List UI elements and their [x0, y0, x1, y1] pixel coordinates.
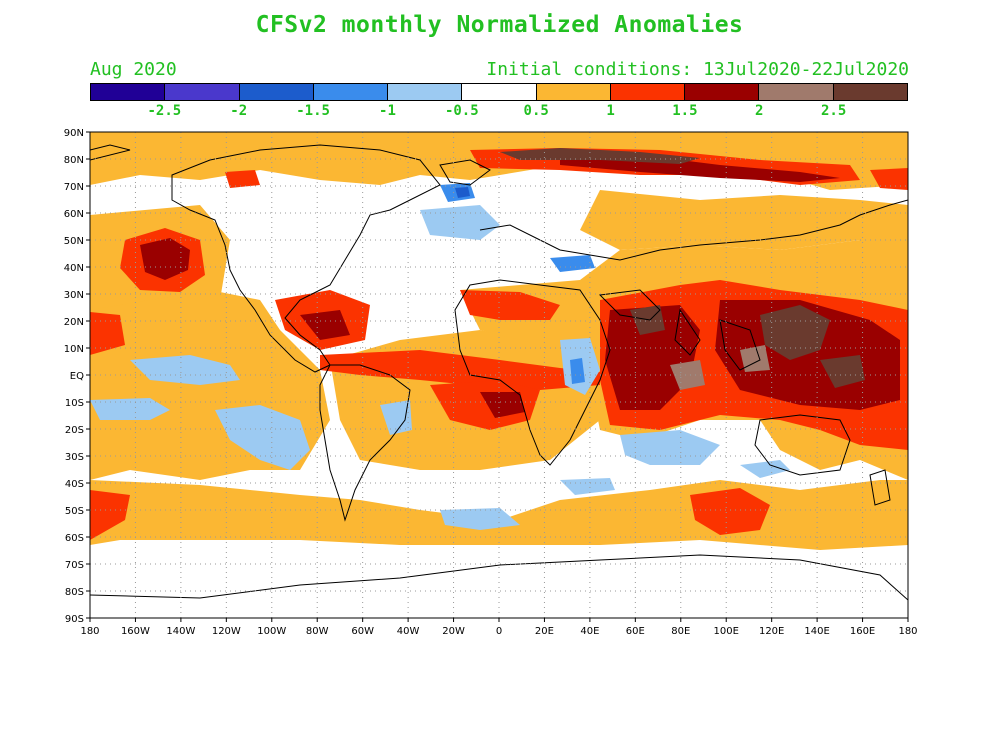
colorbar-labels: -2.5 -2 -1.5 -1 -0.5 0.5 1 1.5 2 2.5: [90, 103, 908, 121]
lon-label: 160W: [121, 626, 150, 637]
lat-label: 70N: [64, 182, 84, 193]
colorbar-cell: [313, 84, 389, 100]
lon-label: 140E: [804, 626, 829, 637]
colorbar-tick-label: 1.5: [672, 103, 698, 119]
colorbar-cell: [462, 84, 537, 100]
lat-label: 80S: [65, 587, 84, 598]
lon-label: 100W: [257, 626, 286, 637]
lon-label: 20W: [442, 626, 465, 637]
lon-label: 20E: [535, 626, 554, 637]
colorbar-tick-label: -2.5: [147, 103, 182, 119]
initial-conditions: Initial conditions: 13Jul2020-22Jul2020: [486, 59, 909, 80]
lon-label: 60E: [626, 626, 645, 637]
colorbar-cell: [165, 84, 240, 100]
lat-label: 40S: [65, 479, 84, 490]
colorbar-tick-label: 2.5: [820, 103, 847, 119]
lon-label: 180: [80, 626, 99, 637]
colorbar-cell: [685, 84, 760, 100]
lat-label: 60N: [64, 209, 84, 220]
gridlines: [90, 132, 908, 618]
lon-label: 40W: [397, 626, 420, 637]
colorbar-tick-label: -1: [379, 103, 396, 119]
colorbar-cell: [610, 84, 686, 100]
lat-label: EQ: [70, 371, 84, 382]
lon-label: 160E: [850, 626, 875, 637]
lat-label: 60S: [65, 533, 84, 544]
extreme-warm-regions: [500, 148, 865, 388]
lat-label: 30N: [64, 290, 84, 301]
colorbar-tick-label: 0.5: [523, 103, 549, 119]
lon-label: 100E: [714, 626, 739, 637]
colorbar-cell: [536, 84, 611, 100]
chart-title: CFSv2 monthly Normalized Anomalies: [255, 12, 744, 38]
colorbar-tick-label: -2: [230, 103, 248, 119]
colorbar-cell: [833, 84, 907, 100]
high-warm-regions: [670, 345, 770, 390]
moderate-cool-regions: [440, 183, 595, 384]
lon-label: 180: [898, 626, 917, 637]
lat-label: 40N: [64, 263, 84, 274]
lon-label: 80E: [671, 626, 690, 637]
colorbar-cell: [388, 84, 463, 100]
lon-label: 40E: [580, 626, 599, 637]
lat-label: 20S: [65, 425, 84, 436]
lat-label: 10S: [65, 398, 84, 409]
lat-label: 30S: [65, 452, 84, 463]
colorbar: [90, 83, 908, 101]
lon-label: 80W: [306, 626, 329, 637]
lat-label: 50N: [64, 236, 84, 247]
lon-label: 140W: [166, 626, 195, 637]
lat-label: 90N: [64, 128, 84, 139]
colorbar-cell: [91, 84, 166, 100]
colorbar-tick-label: 1: [606, 103, 615, 119]
lon-label: 60W: [351, 626, 374, 637]
colorbar-tick-label: -1.5: [296, 103, 330, 119]
longitude-ticks: 180 160W 140W 120W 100W 80W 60W 40W 20W 0 20E 40E 60…: [80, 618, 918, 637]
colorbar-cell: [759, 84, 834, 100]
lon-label: 120W: [212, 626, 241, 637]
colorbar-tick-label: -0.5: [444, 103, 479, 119]
lat-label: 10N: [64, 344, 84, 355]
latitude-ticks: 90N 80N 70N 60N 50N 40N 30N 20N 10N EQ 10S 20S 30S 40…: [64, 128, 90, 625]
lat-label: 20N: [64, 317, 84, 328]
colorbar-tick-label: 2: [755, 103, 764, 119]
strong-cool-regions: [455, 187, 470, 198]
lat-label: 50S: [65, 506, 84, 517]
anomaly-field: [90, 132, 908, 618]
lat-label: 70S: [65, 560, 84, 571]
lat-label: 90S: [65, 614, 84, 625]
colorbar-cell: [239, 84, 314, 100]
target-month: Aug 2020: [90, 59, 177, 80]
lon-label: 0: [496, 626, 502, 637]
lon-label: 120E: [759, 626, 784, 637]
lat-label: 80N: [64, 155, 84, 166]
